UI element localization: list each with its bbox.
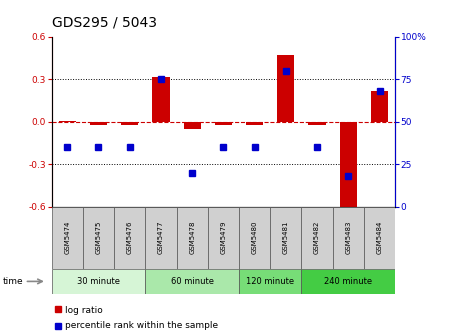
Text: 30 minute: 30 minute [77, 277, 120, 286]
Bar [340, 122, 357, 214]
Bar [59, 121, 76, 122]
Text: GSM5480: GSM5480 [251, 221, 258, 254]
Text: GSM5476: GSM5476 [127, 221, 133, 254]
Text: GDS295 / 5043: GDS295 / 5043 [52, 15, 157, 29]
Bar [246, 122, 263, 125]
Bar [208, 207, 239, 269]
Bar [184, 122, 201, 129]
Text: 60 minute: 60 minute [171, 277, 214, 286]
Text: percentile rank within the sample: percentile rank within the sample [65, 322, 218, 330]
Bar [301, 207, 333, 269]
Text: log ratio: log ratio [65, 306, 103, 315]
Bar [301, 269, 395, 294]
Text: GSM5474: GSM5474 [64, 221, 70, 254]
Bar [333, 207, 364, 269]
Bar [364, 207, 395, 269]
Text: GSM5478: GSM5478 [189, 221, 195, 254]
Text: 120 minute: 120 minute [246, 277, 294, 286]
Text: time: time [2, 277, 23, 286]
Bar [215, 122, 232, 125]
Bar [277, 55, 295, 122]
Bar [239, 207, 270, 269]
Text: GSM5484: GSM5484 [377, 221, 383, 254]
Bar [176, 207, 208, 269]
Bar [371, 91, 388, 122]
Bar [145, 269, 239, 294]
Bar [270, 207, 301, 269]
Text: GSM5477: GSM5477 [158, 221, 164, 254]
Bar [308, 122, 326, 125]
Bar [83, 207, 114, 269]
Text: GSM5475: GSM5475 [96, 221, 101, 254]
Text: GSM5482: GSM5482 [314, 221, 320, 254]
Text: GSM5481: GSM5481 [283, 221, 289, 254]
Bar [152, 77, 170, 122]
Text: 240 minute: 240 minute [324, 277, 372, 286]
Text: GSM5479: GSM5479 [220, 221, 226, 254]
Bar [114, 207, 145, 269]
Bar [121, 122, 138, 125]
Bar [52, 269, 145, 294]
Bar [145, 207, 176, 269]
Bar [239, 269, 301, 294]
Text: GSM5483: GSM5483 [345, 221, 351, 254]
Bar [90, 122, 107, 125]
Bar [52, 207, 83, 269]
